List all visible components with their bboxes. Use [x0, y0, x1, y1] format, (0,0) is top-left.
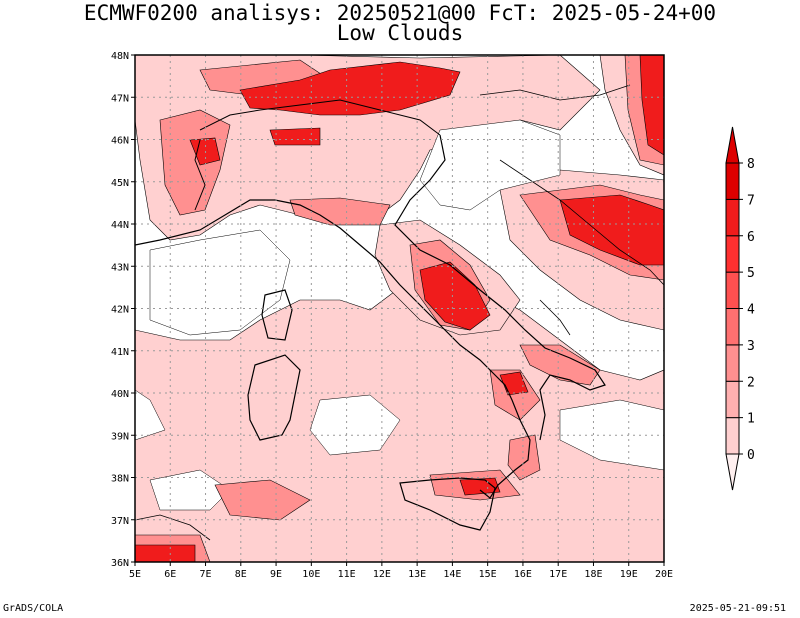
- footer-timestamp: 2025-05-21-09:51: [689, 603, 786, 614]
- lon-tick-label: 9E: [270, 569, 282, 580]
- map-title: ECMWF0200 analisys: 20250521@00 FcT: 202…: [83, 1, 717, 25]
- cloud-area-level-3: [519, 344, 601, 386]
- lon-tick-label: 15E: [479, 569, 497, 580]
- colorbar-segment: [725, 380, 740, 419]
- colorbar-segment: [725, 344, 740, 382]
- lon-tick-label: 7E: [200, 569, 212, 580]
- cloud-area-level-7: [639, 55, 664, 156]
- lon-tick-label: 8E: [235, 569, 247, 580]
- colorbar-label: 4: [747, 303, 755, 318]
- cloud-area-level-3: [289, 197, 391, 226]
- coastlines: [135, 84, 664, 541]
- colorbar-segment: [725, 235, 740, 273]
- colorbar-label: 2: [747, 375, 755, 390]
- lon-tick-label: 13E: [408, 569, 426, 580]
- colorbar-label: 0: [747, 448, 755, 463]
- cloud-area-level-3: [159, 109, 231, 216]
- clear-area: [419, 119, 561, 211]
- cloud-area-level-7: [559, 194, 664, 266]
- colorbar-segment: [725, 308, 740, 346]
- lon-tick-label: 5E: [129, 569, 141, 580]
- lat-tick-label: 48N: [111, 51, 129, 62]
- lat-tick-label: 42N: [111, 305, 129, 316]
- cloud-area-level-7: [135, 544, 196, 562]
- lon-tick-label: 14E: [443, 569, 461, 580]
- colorbar-label: 7: [747, 193, 755, 208]
- lon-tick-label: 20E: [655, 569, 673, 580]
- cloud-area-level-7: [269, 127, 321, 146]
- lat-tick-label: 47N: [111, 93, 129, 104]
- colorbar-segment: [725, 162, 740, 200]
- lon-tick-label: 11E: [338, 569, 356, 580]
- lon-tick-label: 10E: [302, 569, 320, 580]
- lon-tick-label: 19E: [620, 569, 638, 580]
- colorbar-label: 8: [747, 157, 755, 172]
- colorbar-label: 3: [747, 339, 755, 354]
- lon-tick-label: 12E: [373, 569, 391, 580]
- colorbar-segment: [725, 417, 740, 455]
- cloud-area-level-3: [214, 479, 311, 521]
- latitude-axis: 48N 47N 46N 45N 44N 43N 42N 41N 40N 39N 38N 37N 36N: [111, 51, 135, 569]
- colorbar: 0 1 2 3 4 5 6 7 8: [725, 126, 755, 491]
- cloud-area-level-7: [459, 477, 501, 496]
- colorbar-top-arrow: [725, 126, 740, 164]
- lon-tick-label: 6E: [164, 569, 176, 580]
- lat-tick-label: 36N: [111, 558, 129, 569]
- colorbar-segment: [725, 271, 740, 309]
- clear-area: [309, 394, 401, 456]
- longitude-axis: 5E 6E 7E 8E 9E 10E 11E 12E 13E 14E 15E 16E 17E 18E 19E…: [129, 562, 673, 580]
- lat-tick-label: 41N: [111, 347, 129, 358]
- clear-area: [135, 389, 166, 441]
- lat-tick-label: 44N: [111, 220, 129, 231]
- lat-tick-label: 45N: [111, 178, 129, 189]
- clear-area: [559, 399, 664, 471]
- lat-tick-label: 38N: [111, 474, 129, 485]
- lat-lon-grid: [135, 55, 664, 562]
- map-subtitle: Low Clouds: [336, 21, 464, 45]
- footer-credit: GrADS/COLA: [3, 603, 64, 614]
- lon-tick-label: 18E: [584, 569, 602, 580]
- lat-tick-label: 40N: [111, 389, 129, 400]
- colorbar-label: 5: [747, 266, 755, 281]
- lon-tick-label: 16E: [514, 569, 532, 580]
- colorbar-label: 6: [747, 230, 755, 245]
- lat-tick-label: 37N: [111, 516, 129, 527]
- colorbar-bottom-arrow: [725, 453, 740, 491]
- lon-tick-label: 17E: [549, 569, 567, 580]
- colorbar-label: 1: [747, 412, 755, 427]
- cloud-area-level-7: [239, 61, 461, 116]
- colorbar-segment: [725, 198, 740, 237]
- cloud-area-level-7: [189, 137, 221, 166]
- lat-tick-label: 39N: [111, 431, 129, 442]
- lat-tick-label: 43N: [111, 262, 129, 273]
- lat-tick-label: 46N: [111, 136, 129, 147]
